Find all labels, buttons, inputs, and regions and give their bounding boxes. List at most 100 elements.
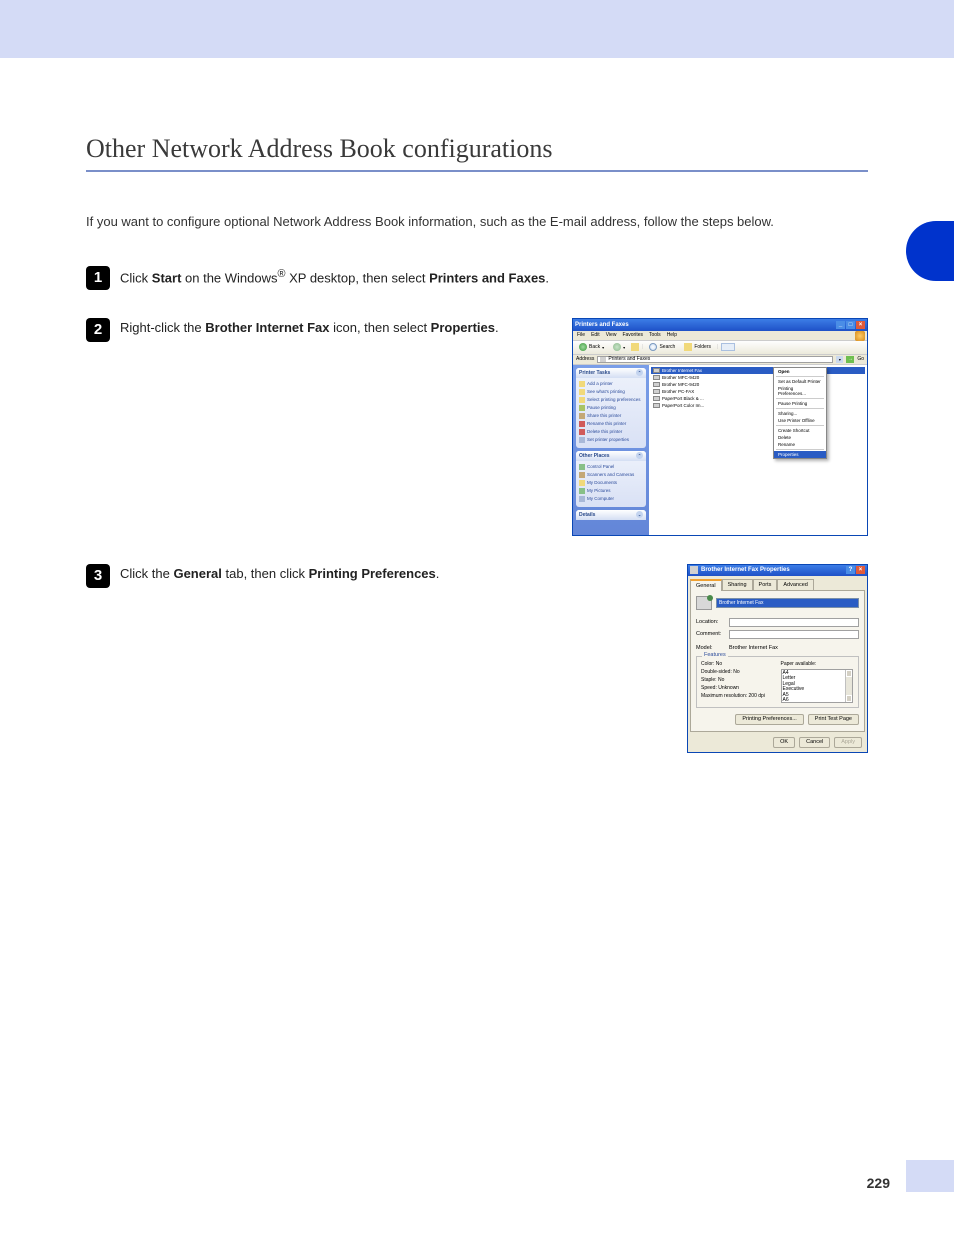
printer-item[interactable]: Brother MFC-9420 <box>651 381 865 388</box>
help-button[interactable]: ? <box>846 566 855 574</box>
address-bar: Address Printers and Faxes ▾ → Go <box>573 355 867 365</box>
ok-button[interactable]: OK <box>773 737 795 748</box>
minimize-button[interactable]: _ <box>836 321 845 329</box>
menu-bar[interactable]: File Edit View Favorites Tools Help <box>573 331 867 341</box>
tab-content-general: Brother Internet Fax Location: Comment: … <box>690 590 865 732</box>
tab-general[interactable]: General <box>690 579 722 591</box>
chapter-foot-tab <box>906 1160 954 1192</box>
features-legend: Features <box>702 652 728 658</box>
menu-favorites[interactable]: Favorites <box>622 332 643 338</box>
menu-view[interactable]: View <box>606 332 617 338</box>
location-input[interactable] <box>729 618 859 627</box>
ctx-offline[interactable]: Use Printer Offline <box>774 417 826 424</box>
feature-resolution: Maximum resolution: 200 dpi <box>701 693 775 699</box>
printer-tasks-header[interactable]: Printer Tasks⌃ <box>576 368 646 378</box>
close-button[interactable]: × <box>856 321 865 329</box>
my-documents-link[interactable]: My Documents <box>579 479 643 487</box>
printer-item[interactable]: Brother PC-FAX <box>651 388 865 395</box>
share-icon <box>579 413 585 419</box>
tab-bar: General Sharing Ports Advanced <box>690 578 865 590</box>
pause-icon <box>579 405 585 411</box>
search-button[interactable]: Search <box>646 342 678 352</box>
printer-item-selected[interactable]: Brother Internet Fax <box>651 367 865 374</box>
share-printer-link[interactable]: Share this printer <box>579 412 643 420</box>
my-computer-link[interactable]: My Computer <box>579 495 643 503</box>
side-panel: Printer Tasks⌃ Add a printer See what's … <box>573 365 649 535</box>
select-prefs-link[interactable]: Select printing preferences <box>579 396 643 404</box>
see-printing-link[interactable]: See what's printing <box>579 388 643 396</box>
scanners-link[interactable]: Scanners and Cameras <box>579 471 643 479</box>
ctx-rename[interactable]: Rename <box>774 441 826 448</box>
forward-button[interactable]: ▾ <box>610 342 628 352</box>
print-test-page-button[interactable]: Print Test Page <box>808 714 859 725</box>
collapse-icon: ⌃ <box>636 452 643 459</box>
ctx-shortcut[interactable]: Create Shortcut <box>774 427 826 434</box>
up-folder-icon[interactable] <box>631 343 639 351</box>
menu-help[interactable]: Help <box>667 332 677 338</box>
dialog-title: Brother Internet Fax Properties <box>701 567 790 573</box>
menu-edit[interactable]: Edit <box>591 332 600 338</box>
printer-name-field[interactable]: Brother Internet Fax <box>716 598 859 608</box>
maximize-button[interactable]: □ <box>846 321 855 329</box>
printer-icon <box>653 396 660 401</box>
printer-item[interactable]: Brother MFC-9420 <box>651 374 865 381</box>
search-icon <box>649 343 657 351</box>
ctx-printing-prefs[interactable]: Printing Preferences... <box>774 385 826 397</box>
step-text-1: Click Start on the Windows® XP desktop, … <box>120 266 549 288</box>
menu-file[interactable]: File <box>577 332 585 338</box>
page-header-band <box>0 0 954 58</box>
scroll-up-button[interactable] <box>846 670 852 677</box>
queue-icon <box>579 389 585 395</box>
paper-list[interactable]: A4 Letter Legal Executive A5 A6 <box>781 669 853 703</box>
pause-printing-link[interactable]: Pause printing <box>579 404 643 412</box>
feature-duplex: Double-sided: No <box>701 669 775 675</box>
menu-tools[interactable]: Tools <box>649 332 661 338</box>
cancel-button[interactable]: Cancel <box>799 737 830 748</box>
toolbar: Back▾ ▾ | Search Folders | <box>573 341 867 355</box>
address-input[interactable]: Printers and Faxes <box>597 356 833 363</box>
printer-icon <box>653 368 660 373</box>
details-header[interactable]: Details⌄ <box>576 510 646 520</box>
prefs-icon <box>579 397 585 403</box>
rename-printer-link[interactable]: Rename this printer <box>579 420 643 428</box>
delete-icon <box>579 429 585 435</box>
control-panel-link[interactable]: Control Panel <box>579 463 643 471</box>
printer-icon <box>690 566 698 574</box>
ctx-set-default[interactable]: Set as Default Printer <box>774 378 826 385</box>
address-dropdown-button[interactable]: ▾ <box>836 356 843 363</box>
scrollbar[interactable] <box>845 670 852 702</box>
paper-available-label: Paper available: <box>781 661 855 667</box>
printer-icon <box>653 389 660 394</box>
ctx-pause[interactable]: Pause Printing <box>774 400 826 407</box>
ctx-delete[interactable]: Delete <box>774 434 826 441</box>
views-button[interactable] <box>721 343 735 351</box>
printer-item[interactable]: PaperPort Color Im... <box>651 402 865 409</box>
back-arrow-icon <box>579 343 587 351</box>
set-properties-link[interactable]: Set printer properties <box>579 436 643 444</box>
scroll-down-button[interactable] <box>846 695 852 702</box>
properties-dialog: Brother Internet Fax Properties ? × Gene… <box>687 564 868 753</box>
page-number: 229 <box>867 1175 890 1191</box>
rename-icon <box>579 421 585 427</box>
printing-preferences-button[interactable]: Printing Preferences... <box>735 714 803 725</box>
ctx-sharing[interactable]: Sharing... <box>774 410 826 417</box>
folders-icon <box>684 343 692 351</box>
other-places-header[interactable]: Other Places⌃ <box>576 451 646 461</box>
ctx-open[interactable]: Open <box>774 368 826 375</box>
model-label: Model: <box>696 645 726 651</box>
add-printer-icon <box>579 381 585 387</box>
comment-input[interactable] <box>729 630 859 639</box>
add-printer-link[interactable]: Add a printer <box>579 380 643 388</box>
close-button[interactable]: × <box>856 566 865 574</box>
my-pictures-link[interactable]: My Pictures <box>579 487 643 495</box>
delete-printer-link[interactable]: Delete this printer <box>579 428 643 436</box>
printers-faxes-window: Printers and Faxes _ □ × File Edit View … <box>572 318 868 536</box>
printer-list-area: Brother Internet Fax Brother MFC-9420 Br… <box>649 365 867 535</box>
ctx-properties[interactable]: Properties <box>774 451 826 458</box>
expand-icon: ⌄ <box>636 511 643 518</box>
printer-folder-icon <box>600 357 606 362</box>
printer-item[interactable]: PaperPort Black & ... <box>651 395 865 402</box>
back-button[interactable]: Back▾ <box>576 342 607 352</box>
folders-button[interactable]: Folders <box>681 342 714 352</box>
go-button[interactable]: → <box>846 356 854 363</box>
